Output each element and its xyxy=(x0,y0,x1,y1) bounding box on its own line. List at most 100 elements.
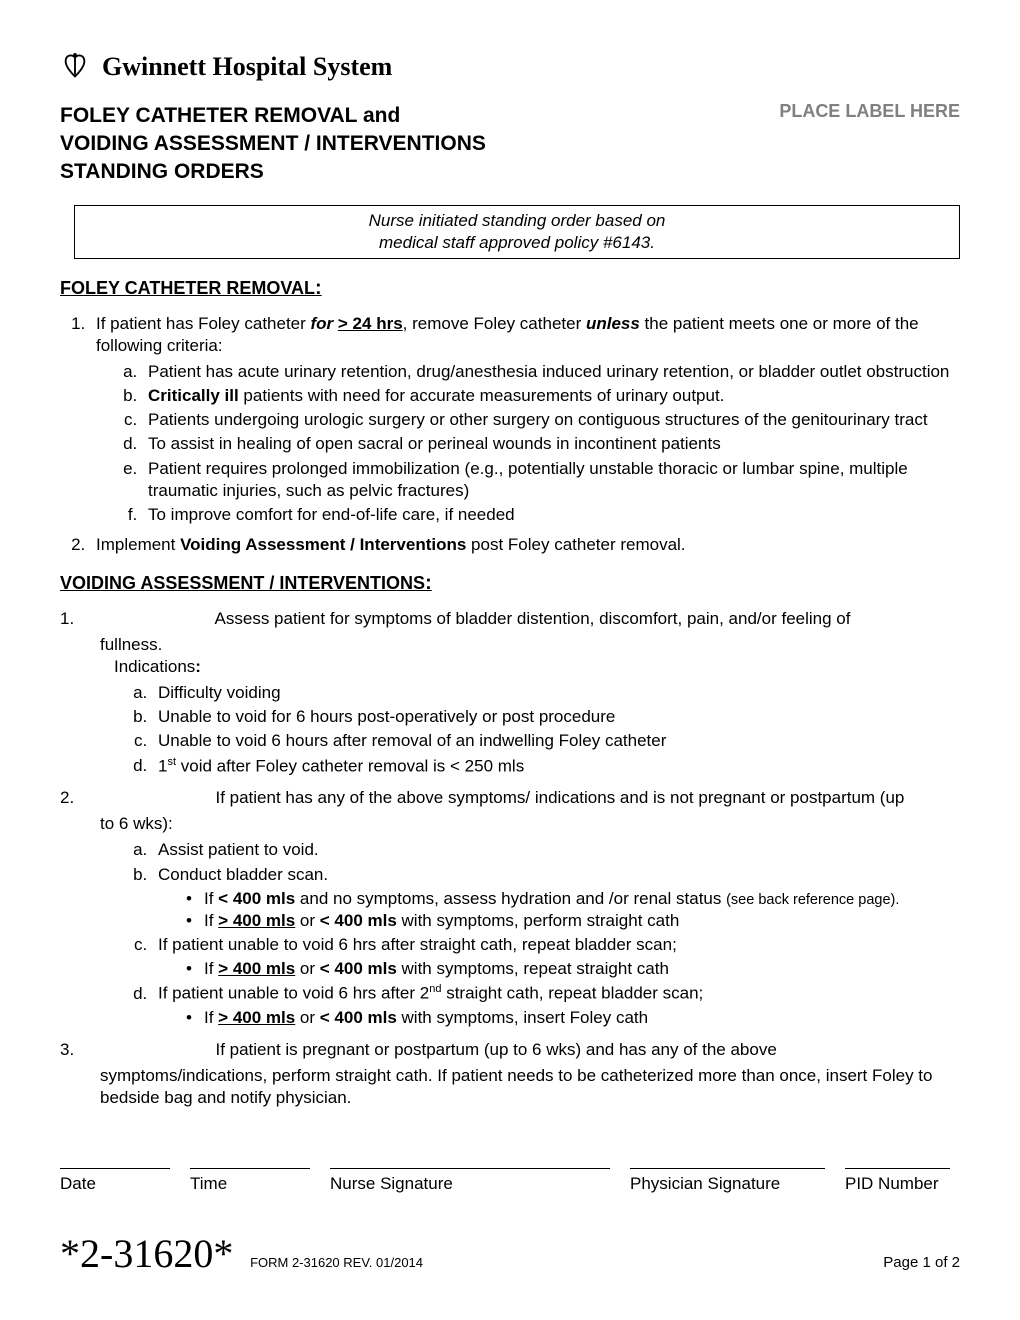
voiding-item-2: 2. If patient has any of the above sympt… xyxy=(60,787,960,809)
criteria-list: Patient has acute urinary retention, dru… xyxy=(96,361,960,526)
ind-b: Unable to void for 6 hours post-operativ… xyxy=(152,706,960,728)
s1i2-bold: Voiding Assessment / Interventions xyxy=(180,535,466,554)
foley-removal-list: If patient has Foley catheter for > 24 h… xyxy=(60,313,960,556)
sig-date[interactable]: Date xyxy=(60,1149,170,1195)
v2-d: If patient unable to void 6 hrs after 2n… xyxy=(152,982,960,1029)
v2-d-bul: If > 400 mls or < 400 mls with symptoms,… xyxy=(186,1007,960,1029)
v3-num: 3. xyxy=(60,1039,86,1061)
footer-left: *2-31620* FORM 2-31620 REV. 01/2014 xyxy=(60,1228,423,1280)
c2b-b2: < 400 mls xyxy=(320,959,397,978)
b2b1-pre: If xyxy=(204,889,218,908)
sig-pid-line[interactable] xyxy=(845,1149,950,1169)
sig-time-line[interactable] xyxy=(190,1149,310,1169)
v1-main: Assess patient for symptoms of bladder d… xyxy=(215,609,851,628)
v1-num: 1. xyxy=(60,608,86,630)
v2-b-bul2: If > 400 mls or < 400 mls with symptoms,… xyxy=(186,910,960,932)
sig-nurse-label: Nurse Signature xyxy=(330,1173,610,1195)
ind-c: Unable to void 6 hours after removal of … xyxy=(152,730,960,752)
b2b2-b2: < 400 mls xyxy=(320,911,397,930)
barcode-text: *2-31620* xyxy=(60,1231,233,1276)
hospital-logo-row: Gwinnett Hospital System xyxy=(60,50,960,84)
c2b-post: with symptoms, repeat straight cath xyxy=(397,959,669,978)
doc-title-line2: VOIDING ASSESSMENT / INTERVENTIONS xyxy=(60,130,960,158)
ind-d-sup: st xyxy=(167,756,176,768)
doc-title-line3: STANDING ORDERS xyxy=(60,158,960,186)
v2-b: Conduct bladder scan. If < 400 mls and n… xyxy=(152,864,960,932)
place-label-here: PLACE LABEL HERE xyxy=(779,100,960,123)
sig-nurse[interactable]: Nurse Signature xyxy=(330,1149,610,1195)
sig-time[interactable]: Time xyxy=(190,1149,310,1195)
d2b-or: or xyxy=(295,1008,320,1027)
policy-line2: medical staff approved policy #6143. xyxy=(85,232,949,254)
sig-physician[interactable]: Physician Signature xyxy=(630,1149,825,1195)
sig-date-line[interactable] xyxy=(60,1149,170,1169)
b2b2-post: with symptoms, perform straight cath xyxy=(397,911,679,930)
s1i1-mid: , remove Foley catheter xyxy=(403,314,586,333)
c2b-or: or xyxy=(295,959,320,978)
sig-physician-line[interactable] xyxy=(630,1149,825,1169)
v2-d-sup: nd xyxy=(429,983,441,995)
v1-cont: fullness. xyxy=(100,634,960,656)
v2-c-bul: If > 400 mls or < 400 mls with symptoms,… xyxy=(186,958,960,980)
b2b2-or: or xyxy=(295,911,320,930)
ind-a: Difficulty voiding xyxy=(152,682,960,704)
criteria-b: Critically ill patients with need for ac… xyxy=(142,385,960,407)
b2b2-pre: If xyxy=(204,911,218,930)
c2b-pre: If xyxy=(204,959,218,978)
criteria-a: Patient has acute urinary retention, dru… xyxy=(142,361,960,383)
v2-b-bullets: If < 400 mls and no symptoms, assess hyd… xyxy=(158,888,960,932)
v1-indications-row: Indications: xyxy=(114,656,960,678)
section-foley-removal-heading: FOLEY CATHETER REMOVAL: xyxy=(60,275,960,301)
section1-heading-text: FOLEY CATHETER REMOVAL xyxy=(60,278,315,298)
criteria-d: To assist in healing of open sacral or p… xyxy=(142,433,960,455)
d2b-pre: If xyxy=(204,1008,218,1027)
b2b1-small: (see back reference page). xyxy=(726,892,899,908)
c2b-b1: > 400 mls xyxy=(218,959,295,978)
s1i1-for: for xyxy=(311,314,338,333)
criteria-c: Patients undergoing urologic surgery or … xyxy=(142,409,960,431)
sig-physician-label: Physician Signature xyxy=(630,1173,825,1195)
v2-cont: to 6 wks): xyxy=(100,813,960,835)
b2b2-b1: > 400 mls xyxy=(218,911,295,930)
crit-b-rest: patients with need for accurate measurem… xyxy=(239,386,725,405)
v2-c-bullets: If > 400 mls or < 400 mls with symptoms,… xyxy=(158,958,960,980)
voiding-item-3: 3. If patient is pregnant or postpartum … xyxy=(60,1039,960,1061)
d2b-b1: > 400 mls xyxy=(218,1008,295,1027)
criteria-f: To improve comfort for end-of-life care,… xyxy=(142,504,960,526)
v3-cont: symptoms/indications, perform straight c… xyxy=(100,1065,960,1109)
page-footer: *2-31620* FORM 2-31620 REV. 01/2014 Page… xyxy=(60,1228,960,1280)
policy-box: Nurse initiated standing order based on … xyxy=(74,205,960,259)
v2-c: If patient unable to void 6 hrs after st… xyxy=(152,934,960,980)
v2-c-text: If patient unable to void 6 hrs after st… xyxy=(158,935,677,954)
b2b1-b: < 400 mls xyxy=(218,889,295,908)
v2-num: 2. xyxy=(60,787,86,809)
hospital-logo-icon xyxy=(60,52,90,82)
v2-a: Assist patient to void. xyxy=(152,839,960,861)
voiding-item-1: 1. Assess patient for symptoms of bladde… xyxy=(60,608,960,630)
form-number: FORM 2-31620 REV. 01/2014 xyxy=(250,1255,423,1270)
s1i1-ge: > 24 hrs xyxy=(338,314,403,333)
sig-pid-label: PID Number xyxy=(845,1173,950,1195)
foley-item-1: If patient has Foley catheter for > 24 h… xyxy=(90,313,960,526)
sig-time-label: Time xyxy=(190,1173,310,1195)
hospital-name: Gwinnett Hospital System xyxy=(102,50,392,84)
section2-heading-text: VOIDING ASSESSMENT / INTERVENTIONS xyxy=(60,573,425,593)
s1i2-pre: Implement xyxy=(96,535,180,554)
d2b-b2: < 400 mls xyxy=(320,1008,397,1027)
page-number: Page 1 of 2 xyxy=(883,1253,960,1273)
v2-d-bullets: If > 400 mls or < 400 mls with symptoms,… xyxy=(158,1007,960,1029)
ind-d-post: void after Foley catheter removal is < 2… xyxy=(176,756,524,775)
v2-b-bul1: If < 400 mls and no symptoms, assess hyd… xyxy=(186,888,960,910)
section-voiding-heading: VOIDING ASSESSMENT / INTERVENTIONS: xyxy=(60,570,960,596)
sig-nurse-line[interactable] xyxy=(330,1149,610,1169)
crit-b-bold: Critically ill xyxy=(148,386,239,405)
s1i1-pre: If patient has Foley catheter xyxy=(96,314,311,333)
policy-line1: Nurse initiated standing order based on xyxy=(85,210,949,232)
v2-b-text: Conduct bladder scan. xyxy=(158,865,328,884)
v2-d-post: straight cath, repeat bladder scan; xyxy=(441,984,703,1003)
heart-caduceus-icon xyxy=(60,52,90,82)
ind-d: 1st void after Foley catheter removal is… xyxy=(152,755,960,778)
sig-date-label: Date xyxy=(60,1173,170,1195)
sig-pid[interactable]: PID Number xyxy=(845,1149,950,1195)
v2-main: If patient has any of the above symptoms… xyxy=(215,788,904,807)
